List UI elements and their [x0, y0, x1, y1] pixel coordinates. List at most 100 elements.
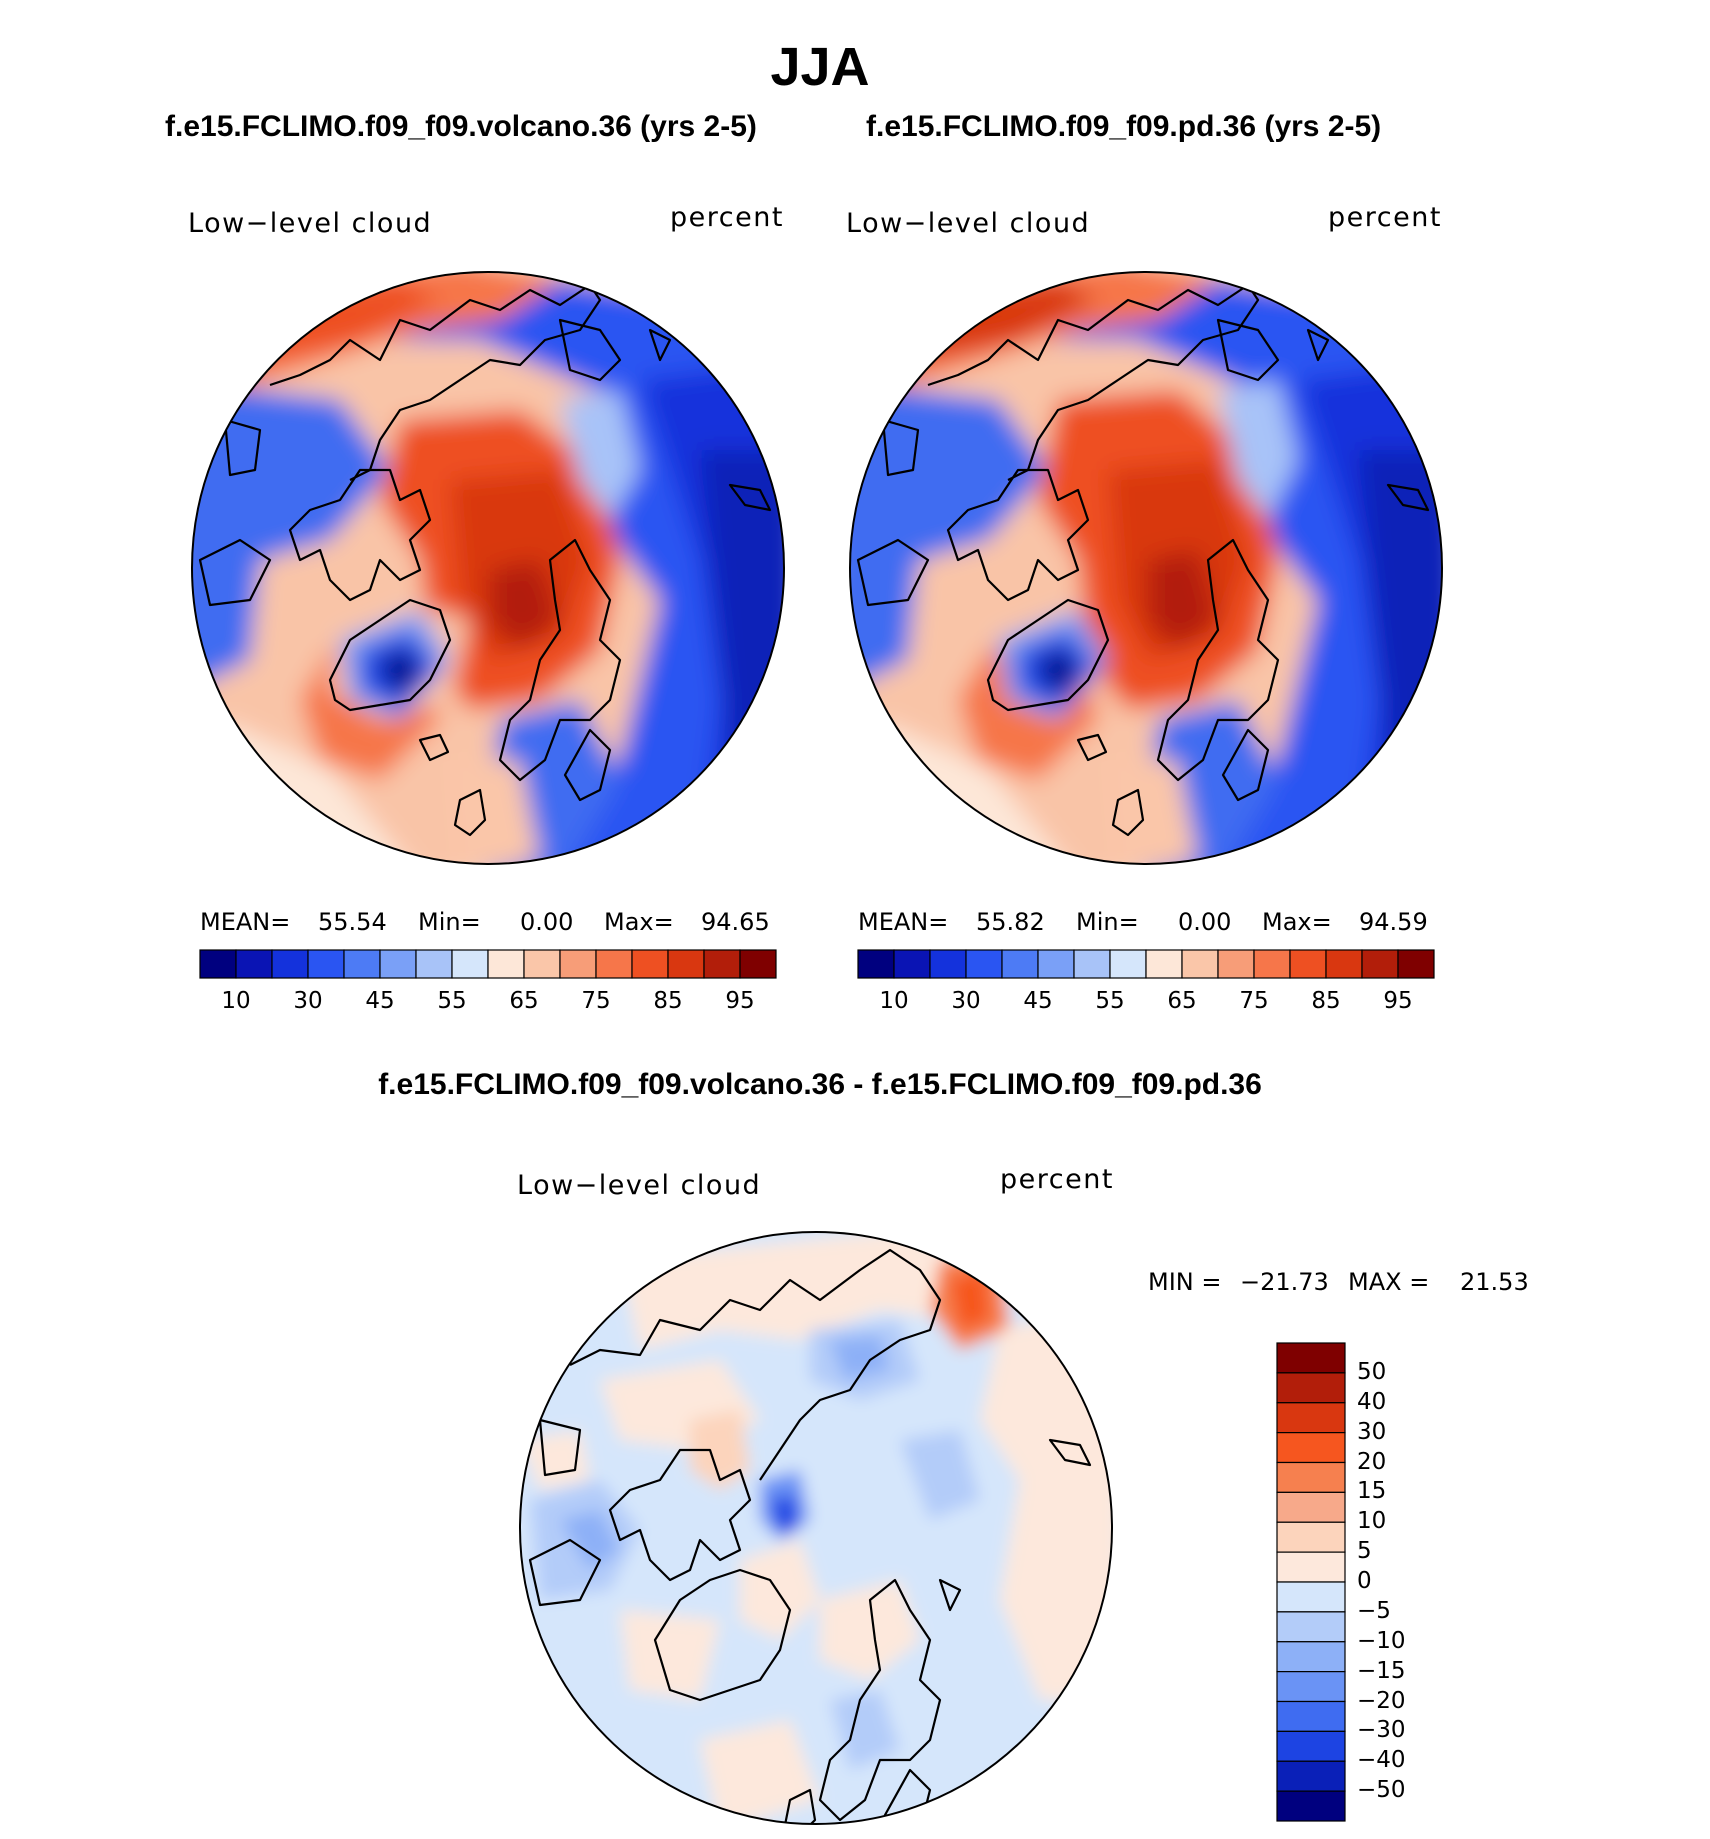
- colorbar-diff-swatch: [1276, 1461, 1346, 1493]
- diff-min-value: −21.73: [1240, 1268, 1329, 1296]
- colorbar-right: [857, 949, 1435, 979]
- right-max-label: Max=: [1262, 908, 1332, 936]
- colorbar-diff-swatch: [1276, 1521, 1346, 1553]
- left-min-value: 0.00: [520, 908, 574, 936]
- diff-units-label: percent: [1000, 1164, 1114, 1195]
- colorbar-left-swatch: [739, 949, 777, 979]
- colorbar-right-swatch: [1361, 949, 1399, 979]
- colorbar-left-swatch: [595, 949, 633, 979]
- colorbar-right-swatch: [1181, 949, 1219, 979]
- colorbar-diff-swatch: [1276, 1730, 1346, 1762]
- colorbar-diff-tick-label: −50: [1357, 1777, 1406, 1804]
- diff-max-label: MAX =: [1348, 1268, 1430, 1296]
- colorbar-right-tick-label: 30: [951, 988, 981, 1014]
- colorbar-diff-swatch: [1276, 1671, 1346, 1703]
- map-pd: [849, 271, 1443, 865]
- colorbar-left-swatch: [343, 949, 381, 979]
- colorbar-left-tick-label: 85: [653, 988, 683, 1014]
- colorbar-left-swatch: [631, 949, 669, 979]
- right-min-value: 0.00: [1178, 908, 1232, 936]
- diff-title: f.e15.FCLIMO.f09_f09.volcano.36 - f.e15.…: [378, 1068, 1262, 1101]
- colorbar-right-tick-label: 55: [1095, 988, 1125, 1014]
- colorbar-left-swatch: [703, 949, 741, 979]
- colorbar-left-tick-label: 65: [509, 988, 539, 1014]
- colorbar-diff-swatch: [1276, 1491, 1346, 1523]
- colorbar-diff-tick-label: −5: [1357, 1597, 1391, 1624]
- colorbar-left-swatch: [667, 949, 705, 979]
- colorbar-diff-swatch: [1276, 1581, 1346, 1613]
- colorbar-right-tick-label: 65: [1167, 988, 1197, 1014]
- colorbar-diff-tick-label: 0: [1357, 1568, 1372, 1594]
- colorbar-left-swatch: [559, 949, 597, 979]
- colorbar-right-tick-label: 85: [1311, 988, 1341, 1014]
- colorbar-left-tick-label: 45: [365, 988, 395, 1014]
- right-min-label: Min=: [1076, 908, 1139, 936]
- colorbar-diff: [1276, 1342, 1346, 1822]
- colorbar-left: [199, 949, 777, 979]
- colorbar-right-swatch: [1145, 949, 1183, 979]
- colorbar-diff-tick-label: 10: [1357, 1508, 1387, 1535]
- colorbar-diff-tick-label: 40: [1357, 1388, 1387, 1415]
- colorbar-right-swatch: [893, 949, 931, 979]
- colorbar-right-swatch: [1289, 949, 1327, 979]
- colorbar-left-tick-label: 10: [221, 988, 251, 1014]
- colorbar-right-swatch: [929, 949, 967, 979]
- colorbar-left-swatch: [487, 949, 525, 979]
- colorbar-right-swatch: [1073, 949, 1111, 979]
- colorbar-diff-swatch: [1276, 1402, 1346, 1434]
- colorbar-diff-swatch: [1276, 1760, 1346, 1792]
- right-max-value: 94.59: [1359, 908, 1428, 936]
- colorbar-right-swatch: [857, 949, 895, 979]
- colorbar-right-tick-label: 75: [1239, 988, 1269, 1014]
- colorbar-diff-tick-label: −15: [1357, 1657, 1406, 1684]
- colorbar-diff-tick-label: −30: [1357, 1717, 1406, 1744]
- colorbar-diff-tick-label: −20: [1357, 1687, 1406, 1714]
- map-difference: [519, 1231, 1113, 1825]
- colorbar-left-swatch: [199, 949, 237, 979]
- colorbar-right-swatch: [1397, 949, 1435, 979]
- colorbar-diff-tick-label: −40: [1357, 1747, 1406, 1774]
- colorbar-diff-swatch: [1276, 1432, 1346, 1464]
- colorbar-diff-tick-label: 20: [1357, 1448, 1387, 1475]
- colorbar-diff-tick-label: 30: [1357, 1418, 1387, 1445]
- panel-left-title: f.e15.FCLIMO.f09_f09.volcano.36 (yrs 2-5…: [165, 110, 757, 143]
- colorbar-diff-swatch: [1276, 1611, 1346, 1643]
- colorbar-right-tick-label: 10: [879, 988, 909, 1014]
- colorbar-diff-tick-label: −10: [1357, 1627, 1406, 1654]
- colorbar-left-swatch: [379, 949, 417, 979]
- right-mean-value: 55.82: [976, 908, 1045, 936]
- right-units-label: percent: [1328, 202, 1442, 233]
- colorbar-left-swatch: [451, 949, 489, 979]
- map-volcano: [191, 271, 785, 865]
- colorbar-right-swatch: [1001, 949, 1039, 979]
- colorbar-left-swatch: [307, 949, 345, 979]
- colorbar-right-swatch: [965, 949, 1003, 979]
- colorbar-left-tick-label: 30: [293, 988, 323, 1014]
- panel-right-title: f.e15.FCLIMO.f09_f09.pd.36 (yrs 2-5): [866, 110, 1382, 143]
- colorbar-right-swatch: [1109, 949, 1147, 979]
- left-mean-value: 55.54: [318, 908, 387, 936]
- left-mean-label: MEAN=: [200, 908, 291, 936]
- figure-title: JJA: [770, 37, 870, 97]
- colorbar-left-tick-label: 95: [725, 988, 755, 1014]
- colorbar-left-swatch: [271, 949, 309, 979]
- colorbar-right-swatch: [1253, 949, 1291, 979]
- colorbar-left-swatch: [235, 949, 273, 979]
- colorbar-diff-swatch: [1276, 1641, 1346, 1673]
- left-variable-label: Low−level cloud: [188, 208, 433, 239]
- colorbar-right-swatch: [1217, 949, 1255, 979]
- colorbar-left-tick-label: 75: [581, 988, 611, 1014]
- colorbar-diff-tick-label: 50: [1357, 1358, 1387, 1385]
- colorbar-left-swatch: [523, 949, 561, 979]
- colorbar-right-tick-label: 45: [1023, 988, 1053, 1014]
- right-mean-label: MEAN=: [858, 908, 949, 936]
- colorbar-right-tick-label: 95: [1383, 988, 1413, 1014]
- right-variable-label: Low−level cloud: [846, 208, 1091, 239]
- colorbar-diff-tick-label: 5: [1357, 1538, 1372, 1565]
- colorbar-diff-swatch: [1276, 1790, 1346, 1822]
- colorbar-diff-swatch: [1276, 1342, 1346, 1374]
- colorbar-left-swatch: [415, 949, 453, 979]
- colorbar-right-swatch: [1037, 949, 1075, 979]
- colorbar-diff-swatch: [1276, 1551, 1346, 1583]
